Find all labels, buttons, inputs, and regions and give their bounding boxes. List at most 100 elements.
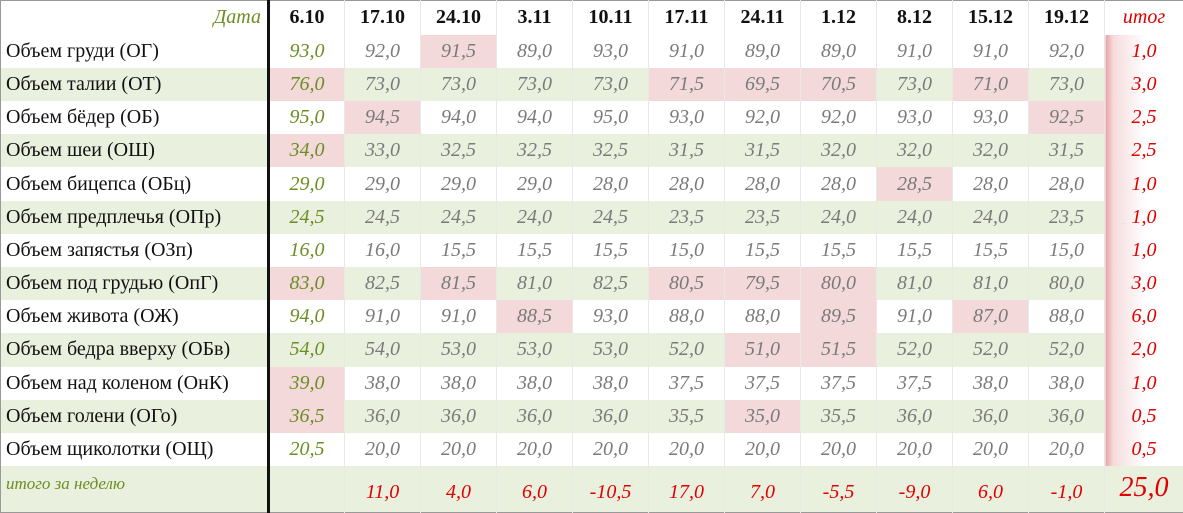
measurement-row: Объем предплечья (ОПр) 24,5 24,5 24,5 24,0 24… [0,200,1183,234]
weekly-total: 4,0 [420,466,497,513]
row-total: 3,0 [1104,267,1183,301]
value-cell: 15,0 [648,233,725,267]
value-cell: 91,5 [420,34,497,68]
value-cell: 94,0 [496,101,573,135]
date-header: 8.12 [876,0,953,35]
weekly-total: 17,0 [648,466,725,513]
measurement-row: Объем бедра вверху (ОБв) 54,0 54,0 53,0 53,0… [0,333,1183,367]
date-header: 24.10 [420,0,497,35]
value-cell: 32,0 [800,134,877,168]
value-cell: 29,0 [344,167,421,201]
value-cell: 20,0 [420,432,497,467]
value-cell: 35,0 [724,399,801,433]
row-total: 1,0 [1104,233,1183,267]
value-cell: 73,0 [876,67,953,102]
value-cell: 91,0 [876,300,953,334]
value-cell: 15,5 [800,233,877,267]
value-cell: 92,0 [800,101,877,135]
row-label: Объем запястья (ОЗп) [0,233,270,267]
value-cell: 52,0 [648,333,725,367]
value-cell: 15,5 [420,233,497,267]
weekly-total: -1,0 [1028,466,1105,513]
value-cell: 24,5 [572,200,649,234]
value-cell: 92,0 [344,34,421,68]
value-cell: 29,0 [496,167,573,201]
value-cell: 52,0 [876,333,953,367]
value-cell: 76,0 [268,67,345,102]
value-cell: 81,0 [496,267,573,301]
row-label: Объем груди (ОГ) [0,34,270,68]
row-total: 1,0 [1104,34,1183,68]
header-label: Дата [0,0,270,35]
value-cell: 88,5 [496,300,573,334]
value-cell: 52,0 [1028,333,1105,367]
value-cell: 94,0 [268,300,345,334]
value-cell: 37,5 [724,366,801,400]
value-cell: 15,5 [724,233,801,267]
value-cell: 87,0 [952,300,1029,334]
value-cell: 53,0 [420,333,497,367]
value-cell: 91,0 [420,300,497,334]
weekly-total: 6,0 [952,466,1029,513]
row-total: 3,0 [1104,67,1183,102]
value-cell: 36,0 [344,399,421,433]
date-header: 24.11 [724,0,801,35]
value-cell: 71,5 [648,67,725,102]
date-header: 19.12 [1028,0,1105,35]
value-cell: 53,0 [496,333,573,367]
value-cell: 95,0 [268,101,345,135]
row-total: 0,5 [1104,399,1183,433]
value-cell: 24,0 [496,200,573,234]
value-cell: 79,5 [724,267,801,301]
value-cell: 93,0 [648,101,725,135]
value-cell: 36,0 [572,399,649,433]
value-cell: 39,0 [268,366,345,400]
value-cell: 80,5 [648,267,725,301]
value-cell: 92,5 [1028,101,1105,135]
date-header: 6.10 [268,0,345,35]
value-cell: 20,0 [1028,432,1105,467]
row-label: Объем бедра вверху (ОБв) [0,333,270,367]
value-cell: 36,0 [420,399,497,433]
value-cell: 20,0 [648,432,725,467]
value-cell: 36,0 [952,399,1029,433]
value-cell: 89,0 [724,34,801,68]
row-total: 1,0 [1104,200,1183,234]
value-cell: 73,0 [344,67,421,102]
value-cell: 91,0 [952,34,1029,68]
weekly-total: 7,0 [724,466,801,513]
date-header: 10.11 [572,0,649,35]
value-cell: 31,5 [648,134,725,168]
value-cell: 28,5 [876,167,953,201]
value-cell: 81,0 [876,267,953,301]
value-cell: 23,5 [648,200,725,234]
row-total: 0,5 [1104,432,1183,467]
row-label: Объем бицепса (ОБц) [0,167,270,201]
value-cell: 20,0 [876,432,953,467]
weekly-total: 11,0 [344,466,421,513]
value-cell: 69,5 [724,67,801,102]
value-cell: 28,0 [648,167,725,201]
value-cell: 51,5 [800,333,877,367]
value-cell: 28,0 [572,167,649,201]
date-header: 15.12 [952,0,1029,35]
value-cell: 20,0 [572,432,649,467]
row-label: Объем голени (ОГо) [0,399,270,433]
value-cell: 35,5 [800,399,877,433]
total-header: итог [1104,0,1183,35]
value-cell: 95,0 [572,101,649,135]
measurement-row: Объем груди (ОГ) 93,0 92,0 91,5 89,0 93,0 91,0… [0,34,1183,68]
value-cell: 24,5 [344,200,421,234]
value-cell: 94,5 [344,101,421,135]
value-cell: 88,0 [1028,300,1105,334]
value-cell: 38,0 [952,366,1029,400]
value-cell: 36,0 [876,399,953,433]
row-label: Объем талии (ОТ) [0,67,270,102]
value-cell: 82,5 [344,267,421,301]
row-label: Объем щиколотки (ОЩ) [0,432,270,467]
value-cell: 89,5 [800,300,877,334]
measurement-row: Объем над коленом (ОнК) 39,0 38,0 38,0 38,0 3… [0,366,1183,400]
value-cell: 54,0 [344,333,421,367]
